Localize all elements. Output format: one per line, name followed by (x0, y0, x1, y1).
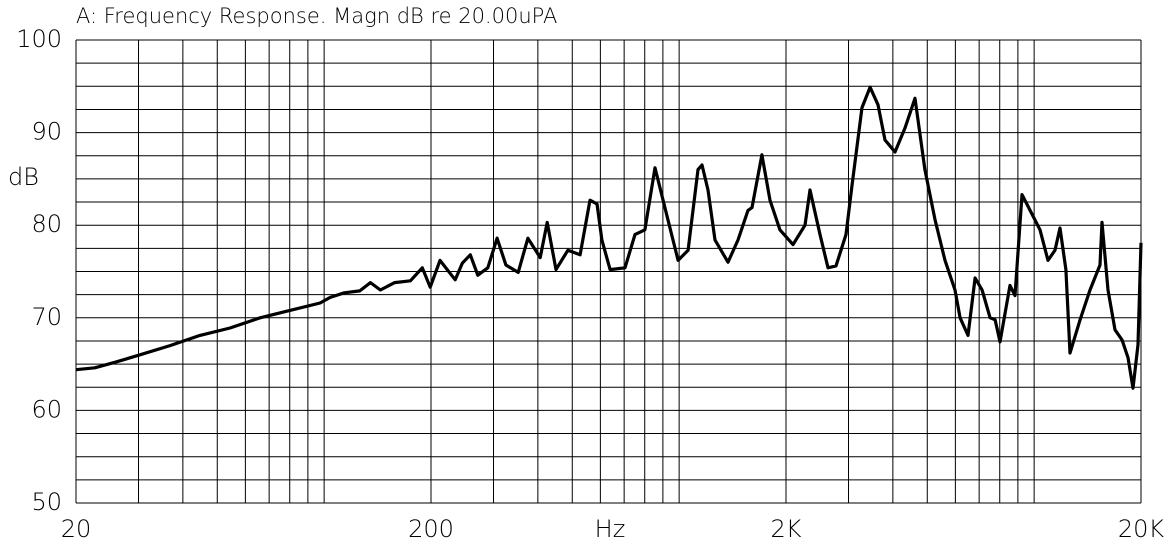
y-tick-label: 100 (16, 25, 62, 53)
response-line (75, 85, 1143, 390)
y-axis-label: dB (8, 163, 39, 191)
y-tick-label: 80 (31, 210, 62, 238)
x-tick-label: 20K (1118, 515, 1165, 543)
x-tick-label: 200 (408, 515, 454, 543)
y-tick-label: 60 (31, 395, 62, 423)
chart-title: A: Frequency Response. Magn dB re 20.00u… (76, 4, 557, 28)
y-tick-label: 50 (31, 488, 62, 516)
x-tick-label: 2K (770, 515, 801, 543)
y-tick-label: 70 (31, 303, 62, 331)
x-axis-label: Hz (595, 515, 626, 543)
x-tick-label: 20 (61, 515, 92, 543)
y-tick-label: 90 (31, 118, 62, 146)
